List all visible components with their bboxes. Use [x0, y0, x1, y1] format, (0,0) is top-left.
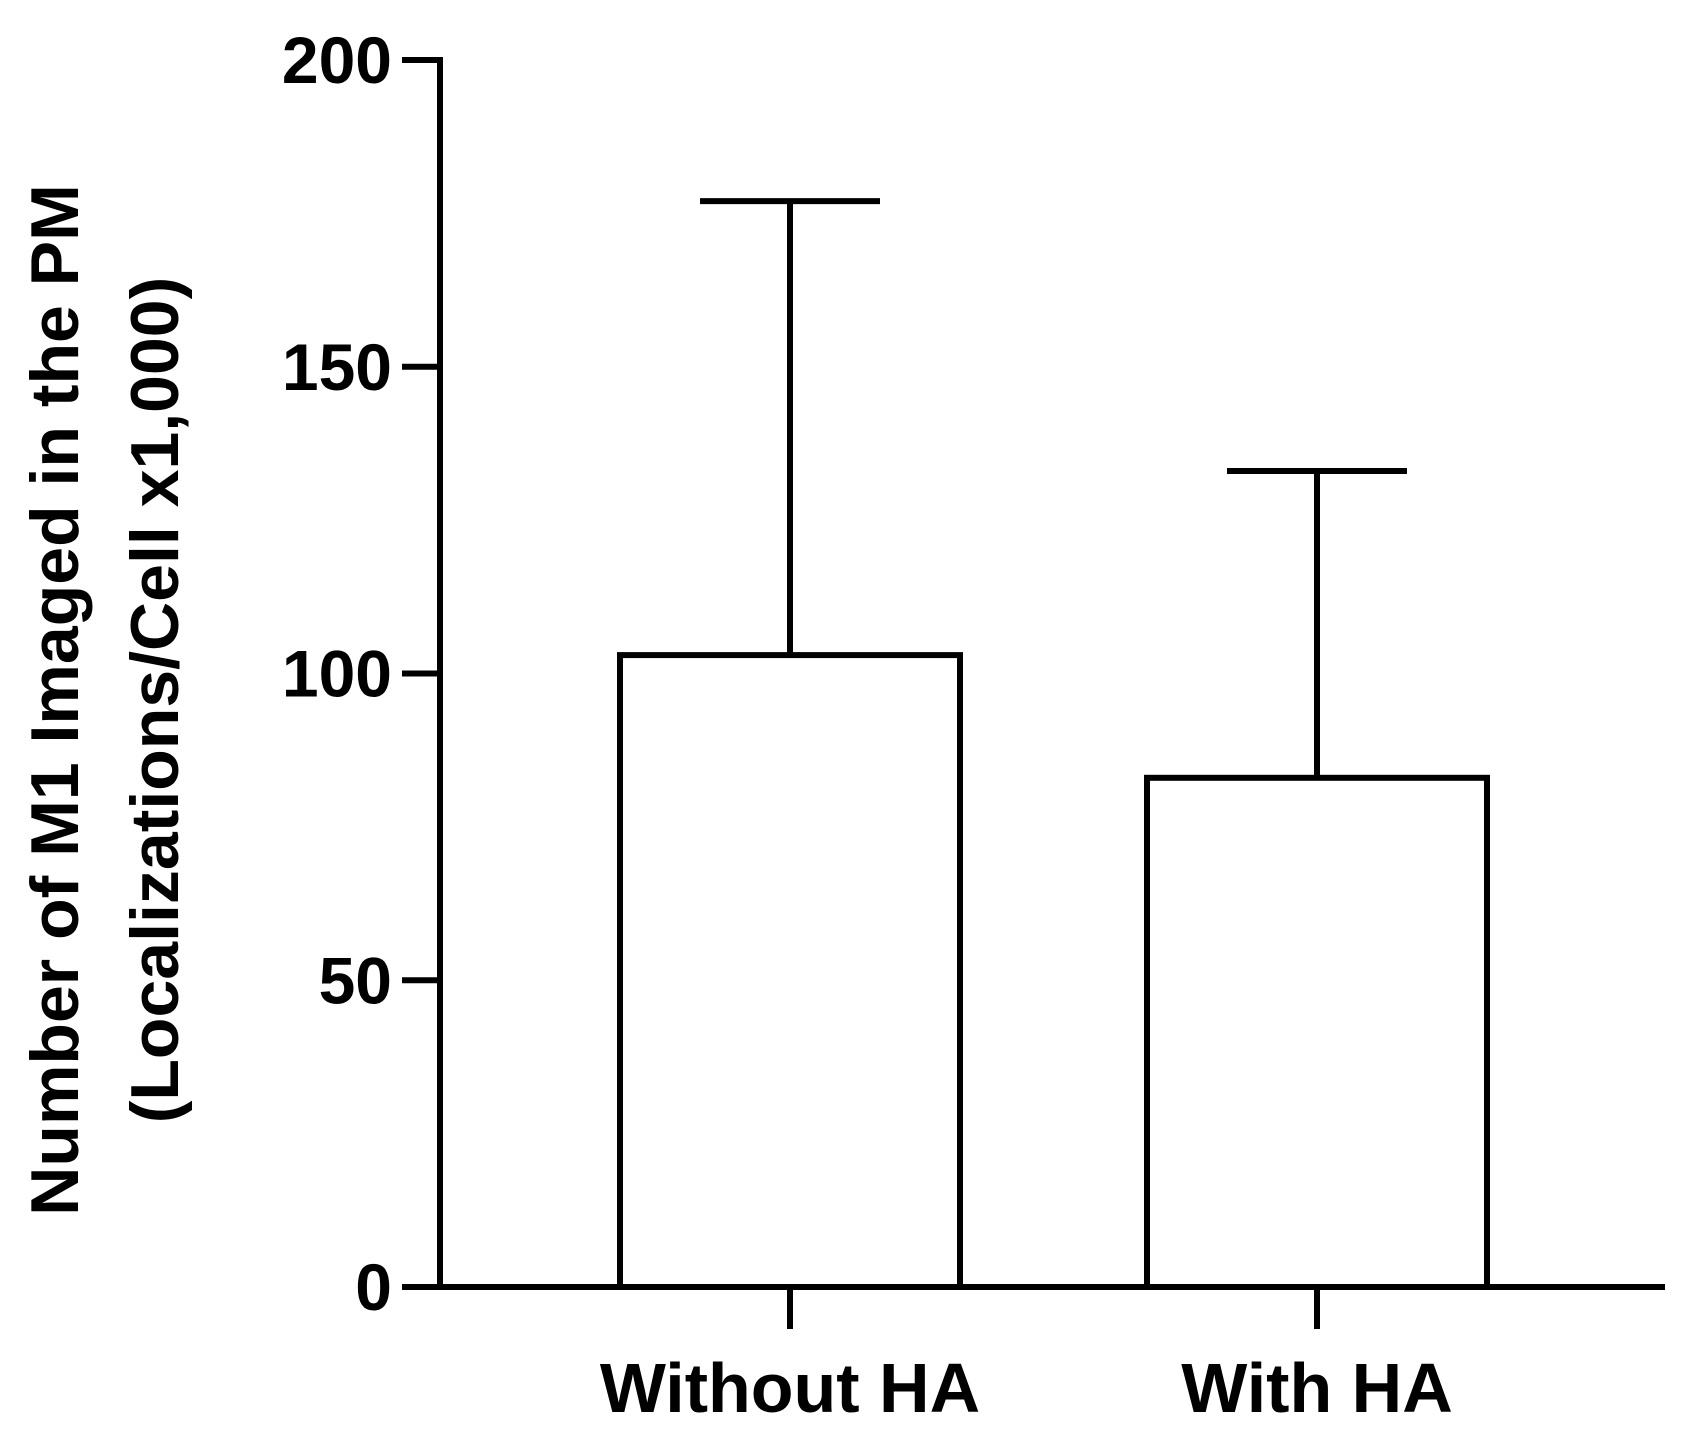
y-tick-label-200: 200: [282, 23, 392, 97]
y-axis-title-line2: (Localizations/Cell x1,000): [117, 277, 193, 1124]
y-tick-label-100: 100: [282, 637, 392, 711]
x-tick-label-1: Without HA: [600, 1349, 980, 1426]
x-tick-label-2: With HA: [1181, 1349, 1453, 1426]
y-axis-title: Number of M1 Imaged in the PM (Localizat…: [17, 184, 193, 1215]
y-tick-label-50: 50: [319, 943, 392, 1017]
y-tick-label-0: 0: [355, 1250, 392, 1324]
bar-1: [617, 652, 963, 1290]
y-axis-title-line1: Number of M1 Imaged in the PM: [17, 184, 93, 1215]
plot-area: Without HA With HA 0 50 100 150 200: [282, 23, 1665, 1427]
bar-2: [1144, 774, 1490, 1290]
y-tick-label-150: 150: [282, 330, 392, 404]
